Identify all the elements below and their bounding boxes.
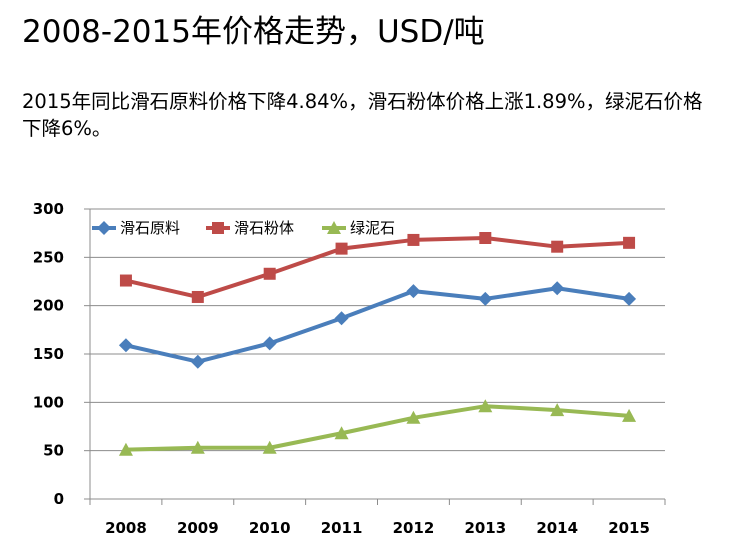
y-tick-label: 200 — [33, 297, 64, 315]
data-point — [550, 403, 565, 417]
series-line-1 — [125, 286, 630, 364]
x-tick-label: 2008 — [105, 519, 147, 537]
data-point — [622, 408, 637, 422]
legend-label: 绿泥石 — [350, 219, 395, 237]
legend-marker — [327, 221, 341, 234]
data-point — [479, 232, 492, 244]
x-tick-label: 2012 — [393, 519, 435, 537]
y-tick-label: 250 — [33, 248, 64, 266]
x-tick-label: 2014 — [536, 519, 578, 537]
data-point — [190, 354, 205, 369]
legend-label: 滑石粉体 — [234, 219, 294, 237]
data-point — [406, 410, 421, 424]
y-tick-label: 0 — [54, 490, 64, 508]
data-point — [551, 240, 564, 253]
series-line-2 — [125, 236, 630, 299]
page-title: 2008-2015年价格走势，USD/吨 — [22, 14, 485, 50]
data-point — [334, 426, 349, 440]
x-tick-label: 2011 — [321, 519, 363, 537]
data-point — [262, 440, 277, 454]
data-point — [335, 242, 348, 255]
data-point — [118, 442, 133, 456]
y-tick-label: 300 — [33, 200, 64, 218]
data-point — [118, 338, 133, 353]
data-point — [190, 440, 205, 454]
x-tick-label: 2010 — [249, 519, 291, 537]
data-point — [478, 399, 493, 413]
legend-marker — [212, 222, 224, 234]
data-point — [623, 236, 636, 249]
data-point — [406, 284, 421, 299]
data-point — [119, 274, 132, 287]
data-point — [478, 291, 493, 306]
data-point — [334, 311, 349, 326]
data-point — [263, 267, 276, 280]
y-tick-label: 150 — [33, 345, 64, 363]
page-subtitle: 2015年同比滑石原料价格下降4.84%，滑石粉体价格上涨1.89%，绿泥石价格… — [22, 90, 703, 140]
x-tick-label: 2013 — [464, 519, 506, 537]
series-line-3 — [125, 404, 630, 452]
data-point — [550, 281, 565, 296]
data-point — [407, 233, 420, 246]
x-tick-label: 2015 — [608, 519, 650, 537]
legend-marker — [97, 221, 111, 235]
data-point — [191, 290, 204, 303]
y-tick-label: 50 — [43, 442, 64, 460]
data-point — [622, 291, 637, 306]
x-tick-label: 2009 — [177, 519, 219, 537]
legend-label: 滑石原料 — [120, 219, 180, 237]
data-point — [262, 336, 277, 351]
y-tick-label: 100 — [33, 393, 64, 411]
